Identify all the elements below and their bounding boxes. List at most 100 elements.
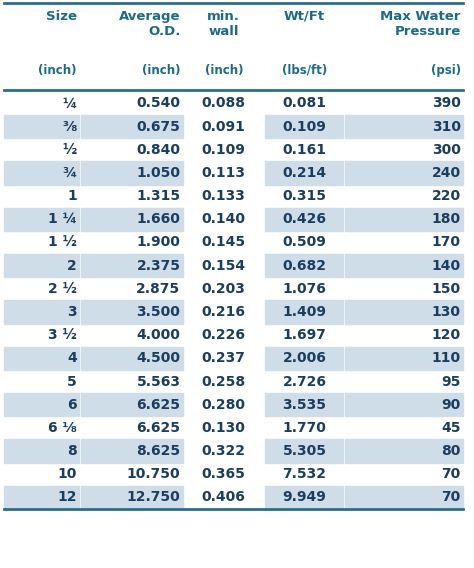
Text: 1.409: 1.409 <box>283 305 327 319</box>
Text: 2 ½: 2 ½ <box>48 282 77 296</box>
Text: 70: 70 <box>442 490 461 504</box>
Text: 4: 4 <box>67 352 77 365</box>
Text: 390: 390 <box>432 97 461 110</box>
Text: 110: 110 <box>432 352 461 365</box>
Text: 8.625: 8.625 <box>137 444 181 458</box>
Bar <box>346 208 463 231</box>
Bar <box>346 440 463 462</box>
Text: Max Water
Pressure: Max Water Pressure <box>381 10 461 39</box>
Text: 1.900: 1.900 <box>137 236 181 249</box>
Text: 2.006: 2.006 <box>283 352 326 365</box>
Bar <box>4 300 79 324</box>
Text: 6 ⅛: 6 ⅛ <box>48 421 77 435</box>
Text: 0.145: 0.145 <box>202 236 246 249</box>
Text: 5.563: 5.563 <box>137 374 181 389</box>
Text: 120: 120 <box>432 328 461 342</box>
Text: 1.697: 1.697 <box>283 328 326 342</box>
Text: 140: 140 <box>432 258 461 273</box>
Bar <box>82 300 183 324</box>
Text: 0.258: 0.258 <box>202 374 246 389</box>
Bar <box>265 440 343 462</box>
Text: 0.140: 0.140 <box>202 212 246 226</box>
Bar <box>82 161 183 185</box>
Text: 0.109: 0.109 <box>202 143 246 157</box>
Text: Average
O.D.: Average O.D. <box>119 10 181 39</box>
Bar <box>82 208 183 231</box>
Text: 0.088: 0.088 <box>202 97 246 110</box>
Bar <box>4 440 79 462</box>
Bar <box>346 115 463 138</box>
Text: 0.113: 0.113 <box>202 166 246 180</box>
Text: 0.130: 0.130 <box>202 421 246 435</box>
Text: 0.840: 0.840 <box>137 143 181 157</box>
Text: 0.509: 0.509 <box>283 236 326 249</box>
Text: (lbs/ft): (lbs/ft) <box>282 64 327 77</box>
Text: 0.109: 0.109 <box>283 120 326 133</box>
Text: 0.161: 0.161 <box>283 143 327 157</box>
Text: 2.375: 2.375 <box>137 258 181 273</box>
Text: 0.406: 0.406 <box>202 490 246 504</box>
Text: 0.682: 0.682 <box>283 258 327 273</box>
Bar <box>346 346 463 370</box>
Bar <box>265 486 343 509</box>
Text: 130: 130 <box>432 305 461 319</box>
Text: 3.500: 3.500 <box>137 305 181 319</box>
Text: 3: 3 <box>67 305 77 319</box>
Bar <box>346 254 463 277</box>
Bar <box>265 300 343 324</box>
Bar <box>346 486 463 509</box>
Text: Wt/Ft: Wt/Ft <box>284 10 325 23</box>
Text: Size: Size <box>46 10 77 23</box>
Bar <box>82 115 183 138</box>
Text: 0.154: 0.154 <box>202 258 246 273</box>
Bar <box>265 393 343 416</box>
Text: min.
wall: min. wall <box>207 10 240 39</box>
Bar <box>82 254 183 277</box>
Bar <box>265 115 343 138</box>
Bar <box>265 208 343 231</box>
Text: 240: 240 <box>432 166 461 180</box>
Bar <box>346 393 463 416</box>
Bar <box>4 161 79 185</box>
Bar <box>4 346 79 370</box>
Text: 1.770: 1.770 <box>283 421 326 435</box>
Text: 220: 220 <box>432 189 461 203</box>
Text: 1 ½: 1 ½ <box>48 236 77 249</box>
Text: 70: 70 <box>442 467 461 481</box>
Text: 1.315: 1.315 <box>137 189 181 203</box>
Text: 300: 300 <box>432 143 461 157</box>
Text: 170: 170 <box>432 236 461 249</box>
Bar <box>346 300 463 324</box>
Text: 5: 5 <box>67 374 77 389</box>
Text: 3.535: 3.535 <box>283 398 327 412</box>
Text: 1.660: 1.660 <box>137 212 181 226</box>
Text: 1.076: 1.076 <box>283 282 326 296</box>
Bar <box>4 486 79 509</box>
Bar <box>82 486 183 509</box>
Bar <box>82 346 183 370</box>
Text: 4.500: 4.500 <box>137 352 181 365</box>
Text: 90: 90 <box>442 398 461 412</box>
Text: ¼: ¼ <box>63 97 77 110</box>
Text: 12.750: 12.750 <box>127 490 181 504</box>
Text: 6: 6 <box>67 398 77 412</box>
Bar <box>265 254 343 277</box>
Bar <box>4 393 79 416</box>
Text: 7.532: 7.532 <box>283 467 327 481</box>
Text: 0.426: 0.426 <box>283 212 327 226</box>
Text: 150: 150 <box>432 282 461 296</box>
Text: 0.315: 0.315 <box>283 189 327 203</box>
Text: 2: 2 <box>67 258 77 273</box>
Text: 0.133: 0.133 <box>202 189 246 203</box>
Text: 310: 310 <box>432 120 461 133</box>
Text: 1 ¼: 1 ¼ <box>48 212 77 226</box>
Text: 0.216: 0.216 <box>202 305 246 319</box>
Text: 2.875: 2.875 <box>137 282 181 296</box>
Text: 0.203: 0.203 <box>202 282 246 296</box>
Text: 0.214: 0.214 <box>283 166 327 180</box>
Text: 8: 8 <box>67 444 77 458</box>
Text: 0.081: 0.081 <box>283 97 327 110</box>
Text: 0.091: 0.091 <box>202 120 246 133</box>
Bar <box>265 346 343 370</box>
Bar <box>4 254 79 277</box>
